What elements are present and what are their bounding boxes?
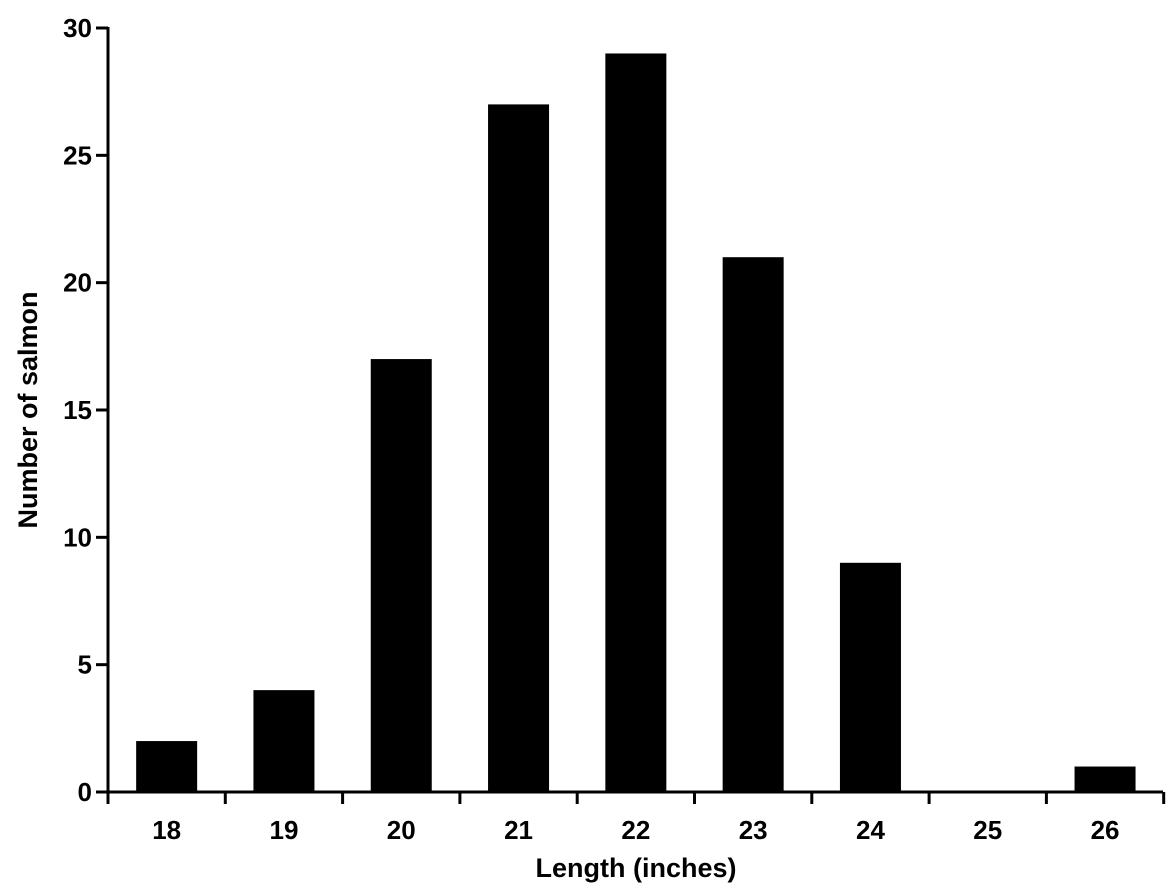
y-tick-label: 0 — [78, 777, 92, 807]
y-tick-label: 10 — [63, 522, 92, 552]
y-tick-label: 15 — [63, 395, 92, 425]
bar-21 — [488, 104, 550, 792]
bar-26 — [1074, 766, 1136, 792]
y-tick-label: 30 — [63, 13, 92, 43]
x-axis-title: Length (inches) — [536, 853, 737, 883]
bars — [136, 53, 1136, 792]
x-tick-label: 22 — [621, 815, 650, 845]
x-tick-label: 18 — [152, 815, 181, 845]
bar-22 — [605, 53, 667, 792]
x-tick-label: 20 — [387, 815, 416, 845]
bar-20 — [370, 359, 432, 792]
x-tick-label: 24 — [856, 815, 885, 845]
x-tick-label: 21 — [504, 815, 533, 845]
x-tick-label: 23 — [739, 815, 768, 845]
x-tick-label: 19 — [269, 815, 298, 845]
y-tick-label: 25 — [63, 140, 92, 170]
y-tick-label: 20 — [63, 268, 92, 298]
bar-24 — [839, 562, 901, 792]
bar-18 — [136, 741, 198, 792]
ticks: 0 5 10 15 20 25 30 18 19 20 21 22 23 24 25 26 — [63, 13, 1166, 845]
x-tick-label: 26 — [1091, 815, 1120, 845]
bar-19 — [253, 690, 315, 792]
y-tick-label: 5 — [78, 650, 92, 680]
x-tick-label: 25 — [973, 815, 1002, 845]
bar-23 — [722, 257, 784, 792]
y-axis-title: Number of salmon — [13, 291, 43, 528]
